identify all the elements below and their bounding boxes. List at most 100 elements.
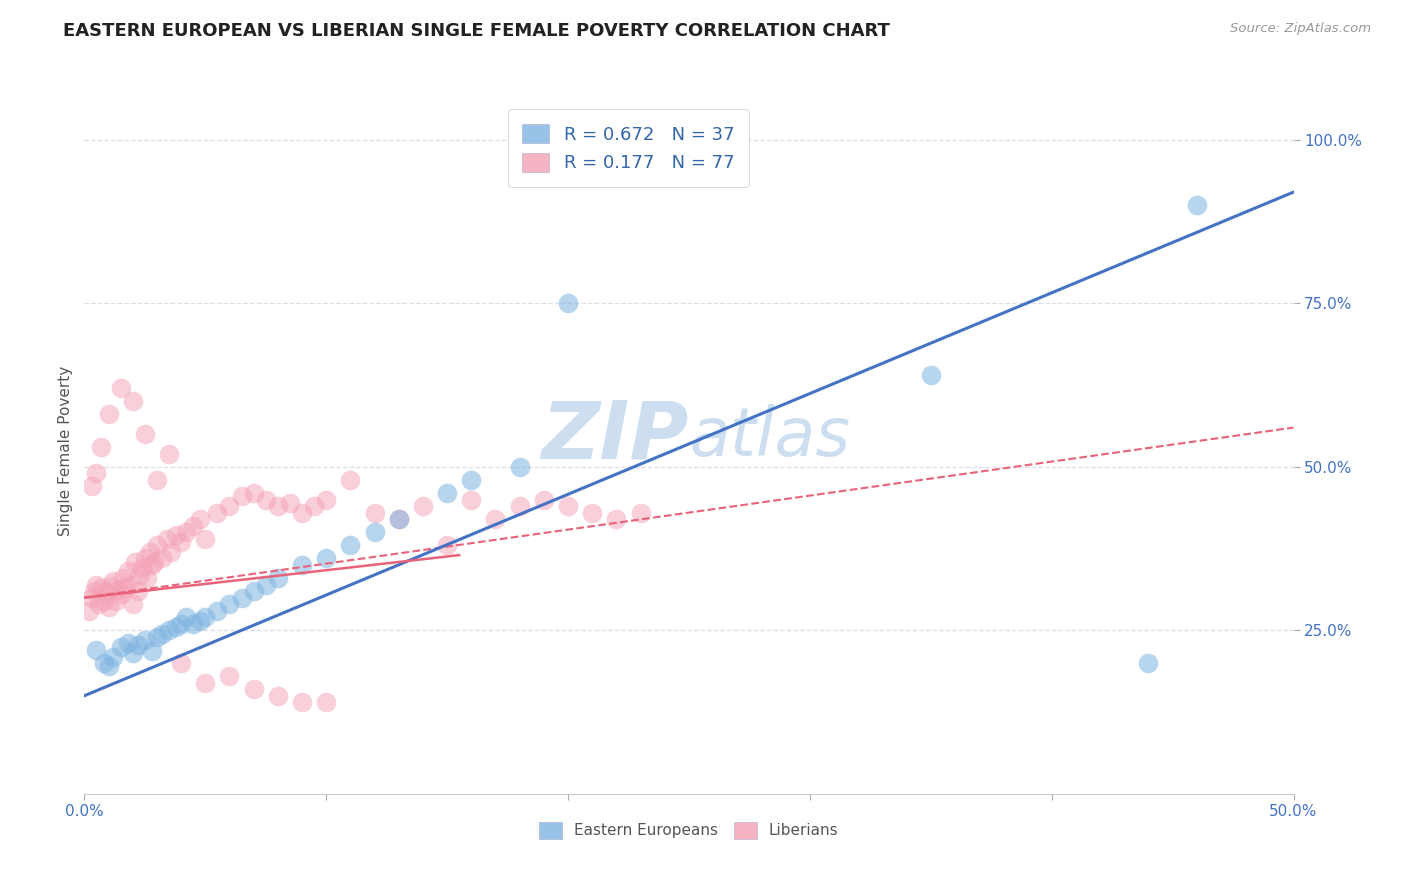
Point [121,394,143,409]
Point [146,630,169,644]
Point [1185,198,1208,212]
Point [170,616,193,631]
Point [170,656,193,670]
Point [97,408,120,422]
Point [170,535,193,549]
Point [242,486,264,500]
Point [484,512,506,526]
Point [388,512,411,526]
Text: Source: ZipAtlas.com: Source: ZipAtlas.com [1230,22,1371,36]
Point [165,528,187,542]
Point [117,565,139,579]
Point [231,591,253,605]
Point [581,506,603,520]
Point [160,545,183,559]
Point [339,538,361,552]
Point [165,620,187,634]
Point [242,682,264,697]
Point [117,636,139,650]
Point [436,538,458,552]
Point [90,581,112,595]
Point [194,675,217,690]
Point [83,584,105,599]
Point [155,532,177,546]
Point [920,368,942,383]
Text: EASTERN EUROPEAN VS LIBERIAN SINGLE FEMALE POVERTY CORRELATION CHART: EASTERN EUROPEAN VS LIBERIAN SINGLE FEMA… [63,22,890,40]
Point [254,577,277,591]
Point [121,646,143,660]
Point [291,695,314,709]
Point [150,626,173,640]
Point [207,604,229,618]
Point [121,597,143,611]
Point [291,558,314,572]
Point [134,633,156,648]
Point [278,496,301,510]
Point [533,492,555,507]
Point [90,440,112,454]
Point [207,506,229,520]
Point [103,649,125,664]
Point [80,591,103,605]
Point [141,558,163,572]
Point [134,551,156,566]
Point [141,644,163,658]
Point [103,574,125,589]
Point [509,499,531,513]
Point [174,610,197,624]
Point [97,659,120,673]
Point [267,689,290,703]
Point [127,584,149,599]
Point [194,532,217,546]
Point [302,499,325,513]
Point [291,506,314,520]
Point [110,381,132,395]
Point [131,561,153,575]
Point [124,555,146,569]
Point [339,473,361,487]
Point [146,473,169,487]
Point [194,610,217,624]
Point [107,582,129,597]
Point [605,512,627,526]
Point [174,525,197,540]
Point [100,579,122,593]
Point [190,512,212,526]
Point [412,499,434,513]
Point [181,518,204,533]
Point [112,571,135,585]
Point [157,624,180,638]
Point [104,594,127,608]
Y-axis label: Single Female Poverty: Single Female Poverty [58,366,73,535]
Point [218,597,240,611]
Point [110,640,132,654]
Point [1137,656,1160,670]
Point [134,427,156,442]
Point [136,571,159,585]
Point [363,525,385,540]
Point [80,479,103,493]
Point [143,555,166,569]
Point [363,506,385,520]
Point [190,614,212,628]
Point [97,600,120,615]
Point [460,492,482,507]
Point [267,499,290,513]
Point [86,577,108,591]
Point [218,499,240,513]
Point [267,571,290,585]
Point [460,473,482,487]
Point [138,545,160,559]
Point [86,643,108,657]
Point [110,587,132,601]
Point [557,499,579,513]
Point [86,467,108,481]
Point [509,459,531,474]
Text: atlas: atlas [689,404,851,470]
Point [129,567,152,582]
Point [181,616,204,631]
Point [94,585,117,599]
Point [557,296,579,310]
Point [315,695,337,709]
Point [231,489,253,503]
